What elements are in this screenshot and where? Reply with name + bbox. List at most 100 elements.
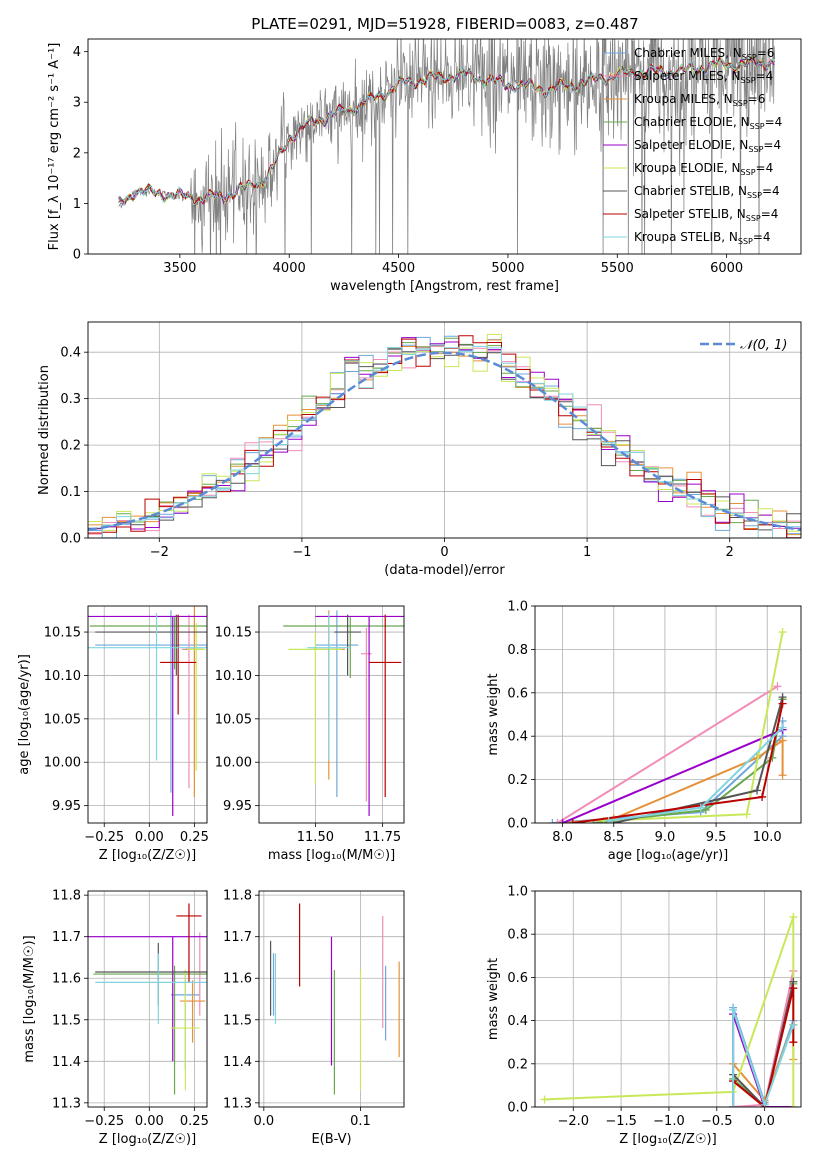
axes-spectrum: 3500 4000 4500 5000 5500 6000 0 1 2 3 4 wavelength … bbox=[47, 38, 802, 294]
legend-label: Chabrier MILES, NSSP=6 bbox=[634, 46, 774, 62]
weight-point-k_stelib bbox=[696, 803, 705, 812]
grid-age_vs_mass bbox=[259, 606, 404, 823]
x-tick-label: 1 bbox=[583, 545, 591, 560]
y-tick-label: 11.5 bbox=[223, 1013, 252, 1028]
axes-frame bbox=[87, 38, 802, 255]
y-tick-label: 2 bbox=[73, 146, 81, 161]
y-tick-label: 9.95 bbox=[52, 799, 81, 814]
y-tick-label: 11.4 bbox=[223, 1055, 252, 1070]
y-tick-label: 11.3 bbox=[52, 1096, 81, 1111]
plot-area-age_vs_mass bbox=[283, 610, 404, 817]
x-tick-label: −0.25 bbox=[84, 830, 124, 845]
weight-point-c_stelib bbox=[753, 786, 762, 795]
weight-point-s_stelib bbox=[789, 1038, 798, 1047]
plot-area-weight_vs_age bbox=[548, 628, 787, 823]
y-tick-label: 10.15 bbox=[215, 626, 252, 641]
legend-subscript: SSP bbox=[741, 168, 756, 177]
x-axis-label: Z [log₁₀(Z/Z☉)] bbox=[99, 1132, 196, 1147]
y-tick-label: 0.0 bbox=[507, 817, 528, 832]
x-axis-label: age [log₁₀(age/yr)] bbox=[608, 848, 729, 863]
y-axis-label: mass weight bbox=[486, 673, 501, 755]
y-tick-label: 11.4 bbox=[52, 1055, 81, 1070]
axes-frame bbox=[87, 605, 208, 824]
legend-label: Kroupa STELIB, NSSP=4 bbox=[634, 230, 771, 246]
x-tick-label: −2.0 bbox=[557, 1114, 589, 1129]
legend-label: Kroupa MILES, NSSP=6 bbox=[634, 92, 765, 108]
chart-layer: 3500 4000 4500 5000 5500 6000 0 1 2 3 4 wavelength … bbox=[17, 38, 802, 1147]
axes-frame bbox=[258, 890, 405, 1108]
weight-line-c_elodie bbox=[593, 699, 784, 823]
y-tick-label: 10.10 bbox=[44, 669, 81, 684]
normal-curve bbox=[88, 351, 801, 532]
x-tick-label: 9.0 bbox=[655, 830, 676, 845]
y-tick-label: 10.10 bbox=[215, 669, 252, 684]
weight-point-k_stelib bbox=[729, 1103, 738, 1107]
y-tick-label: 11.7 bbox=[52, 930, 81, 945]
weight-point-k_elodie bbox=[789, 912, 798, 921]
y-tick-label: 0.4 bbox=[60, 346, 81, 361]
legend-label: Salpeter STELIB, NSSP=4 bbox=[634, 207, 778, 223]
x-axis-label: E(B-V) bbox=[311, 1132, 351, 1147]
legend-label: Kroupa ELODIE, NSSP=4 bbox=[634, 161, 773, 177]
y-tick-label: 0.0 bbox=[60, 532, 81, 547]
grid-weight_vs_age bbox=[535, 605, 801, 824]
weight-point-k_stelib bbox=[604, 816, 613, 823]
legend-label: Chabrier ELODIE, NSSP=4 bbox=[634, 115, 782, 131]
y-tick-label: 11.6 bbox=[52, 972, 81, 987]
x-tick-label: 8.5 bbox=[603, 830, 624, 845]
residual-histogram-k_stelib bbox=[88, 344, 801, 538]
weight-point-s_stelib bbox=[758, 792, 767, 801]
y-tick-label: 0.2 bbox=[60, 439, 81, 454]
x-tick-label: 0.25 bbox=[180, 830, 209, 845]
y-tick-label: 10.00 bbox=[215, 756, 252, 771]
legend-tail: =4 bbox=[762, 184, 780, 198]
x-tick-label: 0.25 bbox=[180, 1114, 209, 1129]
legend-tail: =4 bbox=[753, 230, 771, 244]
y-tick-label: 3 bbox=[73, 96, 81, 111]
weight-line-s_elodie bbox=[562, 728, 783, 823]
legend-label: Chabrier STELIB, NSSP=4 bbox=[634, 184, 780, 200]
x-tick-label: 11.50 bbox=[297, 830, 334, 845]
weight-point-k_elodie bbox=[778, 628, 787, 637]
y-tick-label: 0.4 bbox=[507, 1014, 528, 1029]
y-tick-label: 0 bbox=[73, 248, 81, 263]
legend-subscript: SSP bbox=[738, 237, 753, 246]
y-tick-label: 0.8 bbox=[507, 928, 528, 943]
x-tick-label: 0.0 bbox=[754, 1114, 775, 1129]
plot-area-mass_vs_ebv bbox=[270, 903, 400, 1095]
x-axis-label: mass [log₁₀(M/M☉)] bbox=[268, 848, 395, 863]
x-tick-label: 11.75 bbox=[364, 830, 401, 845]
weight-line-c_stelib bbox=[732, 981, 795, 1107]
y-tick-label: 10.15 bbox=[44, 626, 81, 641]
legend: Chabrier MILES, NSSP=6 Salpeter MILES, NS… bbox=[603, 46, 782, 246]
x-axis-label: wavelength [Angstrom, rest frame] bbox=[330, 279, 559, 294]
legend-label: Salpeter ELODIE, NSSP=4 bbox=[634, 138, 781, 154]
y-tick-label: 0.0 bbox=[507, 1101, 528, 1116]
legend-subscript: SSP bbox=[750, 122, 765, 131]
x-tick-label: 0.00 bbox=[135, 1114, 164, 1129]
legend-subscript: SSP bbox=[741, 76, 756, 85]
legend-subscript: SSP bbox=[747, 191, 762, 200]
axes-mass_vs_ebv: 0.0 0.1 11.3 11.4 11.5 11.6 11.7 11.8 E(B-V) bbox=[223, 889, 405, 1147]
weight-line-s_stelib bbox=[732, 987, 795, 1107]
weight-point-s_miles bbox=[773, 682, 782, 691]
weight-point-k_stelib bbox=[760, 1100, 769, 1107]
y-tick-label: 11.8 bbox=[52, 889, 81, 904]
axes-frame bbox=[87, 321, 802, 539]
weight-point-k_miles bbox=[778, 736, 787, 745]
legend-tail: =4 bbox=[765, 115, 783, 129]
weight-point-c_elodie bbox=[701, 805, 710, 814]
weight-point-k_elodie bbox=[742, 810, 751, 819]
axes-age_vs_Z: −0.25 0.00 0.25 9.95 10.00 10.05 10.10 10.15 Z [… bbox=[17, 605, 209, 863]
y-tick-label: 11.7 bbox=[223, 930, 252, 945]
x-tick-label: 5500 bbox=[601, 261, 634, 276]
legend-subscript: SSP bbox=[733, 99, 748, 108]
x-axis-label: (data-model)/error bbox=[384, 563, 505, 578]
x-tick-label: −1.5 bbox=[605, 1114, 637, 1129]
axes-weight_vs_age: 8.0 8.5 9.0 9.5 10.0 0.0 0.2 0.4 0.6 0.8 1.0 age [l… bbox=[486, 600, 802, 863]
x-tick-label: −1.0 bbox=[653, 1114, 685, 1129]
x-tick-label: −2 bbox=[150, 545, 169, 560]
y-tick-label: 1 bbox=[73, 197, 81, 212]
y-axis-label: Flux [f_λ 10⁻¹⁷ erg cm⁻² s⁻¹ A⁻¹] bbox=[47, 43, 62, 251]
grid-weight_vs_Z bbox=[535, 890, 801, 1108]
